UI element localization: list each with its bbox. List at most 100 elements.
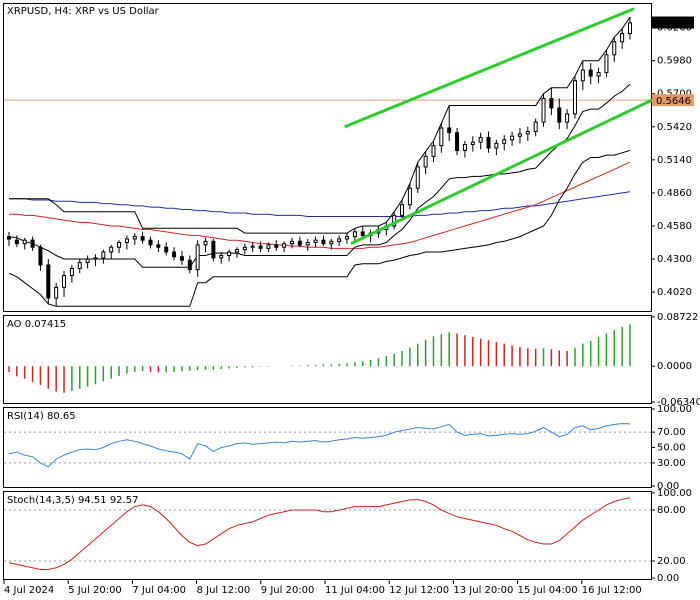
candle <box>415 162 420 193</box>
main-price-plot <box>4 7 654 307</box>
candle <box>407 183 412 210</box>
price-axis-tick-label: 0.5980 <box>657 56 692 67</box>
bear-candle-body <box>164 246 169 253</box>
candle <box>132 233 137 245</box>
bear-candle-body <box>38 246 43 266</box>
bull-candle-body <box>313 239 318 244</box>
candle <box>62 270 67 297</box>
bear-candle-body <box>172 251 177 258</box>
bull-candle-body <box>117 242 122 248</box>
bear-candle-body <box>14 239 19 245</box>
candle <box>38 244 43 271</box>
candle <box>423 151 428 175</box>
ao-panel-frame <box>3 315 652 404</box>
candle <box>447 105 452 141</box>
candle <box>234 247 239 258</box>
bear-candle-body <box>7 236 11 240</box>
candle <box>7 231 11 247</box>
rsi-panel-frame <box>3 407 652 488</box>
candle <box>274 240 279 251</box>
time-axis-tick-label: 5 Jul 20:00 <box>68 585 122 596</box>
candle <box>557 98 562 130</box>
candle <box>352 228 357 242</box>
candle <box>77 259 82 274</box>
bull-candle-body <box>580 69 585 82</box>
bull-candle-body <box>392 214 397 227</box>
candle <box>140 231 145 244</box>
bear-candle-body <box>321 239 326 245</box>
candle <box>455 127 460 156</box>
candle <box>14 235 19 248</box>
candle <box>431 140 436 163</box>
bear-candle-body <box>549 97 554 109</box>
bull-candle-body <box>22 239 27 245</box>
bear-candle-body <box>179 256 184 261</box>
time-axis-tick-label: 16 Jul 12:00 <box>582 585 642 596</box>
candle <box>93 254 98 267</box>
candle <box>219 251 224 264</box>
bull-candle-body <box>423 155 428 168</box>
candle <box>400 200 405 221</box>
axis-labels: 0.62600.59800.57000.54200.51400.48600.45… <box>3 16 700 596</box>
candle <box>30 236 35 251</box>
candle <box>392 211 397 230</box>
bear-candle-body <box>557 107 562 123</box>
candle <box>22 237 27 250</box>
candle <box>462 140 467 158</box>
bull-candle-body <box>400 204 405 216</box>
candle <box>117 240 122 254</box>
bull-candle-body <box>329 240 334 245</box>
bull-candle-body <box>266 244 271 249</box>
candle <box>250 242 255 252</box>
bull-candle-body <box>431 145 436 157</box>
main-title: XRPUSD, H4: XRP vs US Dollar <box>7 6 160 17</box>
bull-candle-body <box>604 54 609 73</box>
candle <box>156 240 161 252</box>
bear-candle-body <box>588 69 593 77</box>
candle <box>604 50 609 78</box>
bull-candle-body <box>305 242 310 246</box>
candle <box>525 126 530 141</box>
level-price-badge: 0.5646 <box>656 96 691 107</box>
bull-candle-body <box>124 238 129 244</box>
bull-candle-body <box>242 246 247 251</box>
time-axis-tick-label: 9 Jul 20:00 <box>261 585 315 596</box>
bull-candle-body <box>533 121 538 133</box>
bull-candle-body <box>337 238 342 242</box>
stoch-panel-frame <box>3 491 652 580</box>
ao-axis-tick-label: -0.06340 <box>657 397 700 408</box>
time-axis-tick-label: 12 Jul 12:00 <box>389 585 449 596</box>
current-price-badge: 0.6303 <box>656 19 691 30</box>
bear-candle-body <box>211 240 216 259</box>
fast-moving-average-line <box>9 161 631 249</box>
candle <box>517 127 522 144</box>
donchian-lower-band <box>8 149 631 307</box>
channel-upper-line <box>344 7 635 129</box>
time-axis-tick-label: 7 Jul 04:00 <box>132 585 186 596</box>
candle <box>54 282 59 307</box>
bull-candle-body <box>620 33 625 43</box>
bear-candle-body <box>187 259 192 271</box>
bull-candle-body <box>352 231 357 238</box>
time-axis-tick-label: 8 Jul 12:00 <box>197 585 251 596</box>
bull-candle-body <box>462 144 467 151</box>
bull-candle-body <box>195 244 200 271</box>
stoch-line <box>8 497 631 570</box>
bear-candle-body <box>140 236 145 241</box>
bear-candle-body <box>258 245 263 249</box>
candle <box>533 118 538 137</box>
rsi-axis-tick-label: 0.00 <box>657 481 679 492</box>
rsi-title: RSI(14) 80.65 <box>7 411 76 422</box>
price-axis-tick-label: 0.4020 <box>657 287 692 298</box>
candle <box>337 235 342 247</box>
candle <box>46 259 51 304</box>
candle <box>502 135 507 151</box>
candle <box>148 236 153 249</box>
candle <box>588 63 593 85</box>
candle <box>211 238 216 262</box>
candle <box>109 244 114 260</box>
time-axis-tick-label: 13 Jul 20:00 <box>453 585 513 596</box>
bull-candle-body <box>525 131 530 135</box>
stoch-axis-tick-label: 20.00 <box>657 556 686 567</box>
bull-candle-body <box>250 245 255 248</box>
